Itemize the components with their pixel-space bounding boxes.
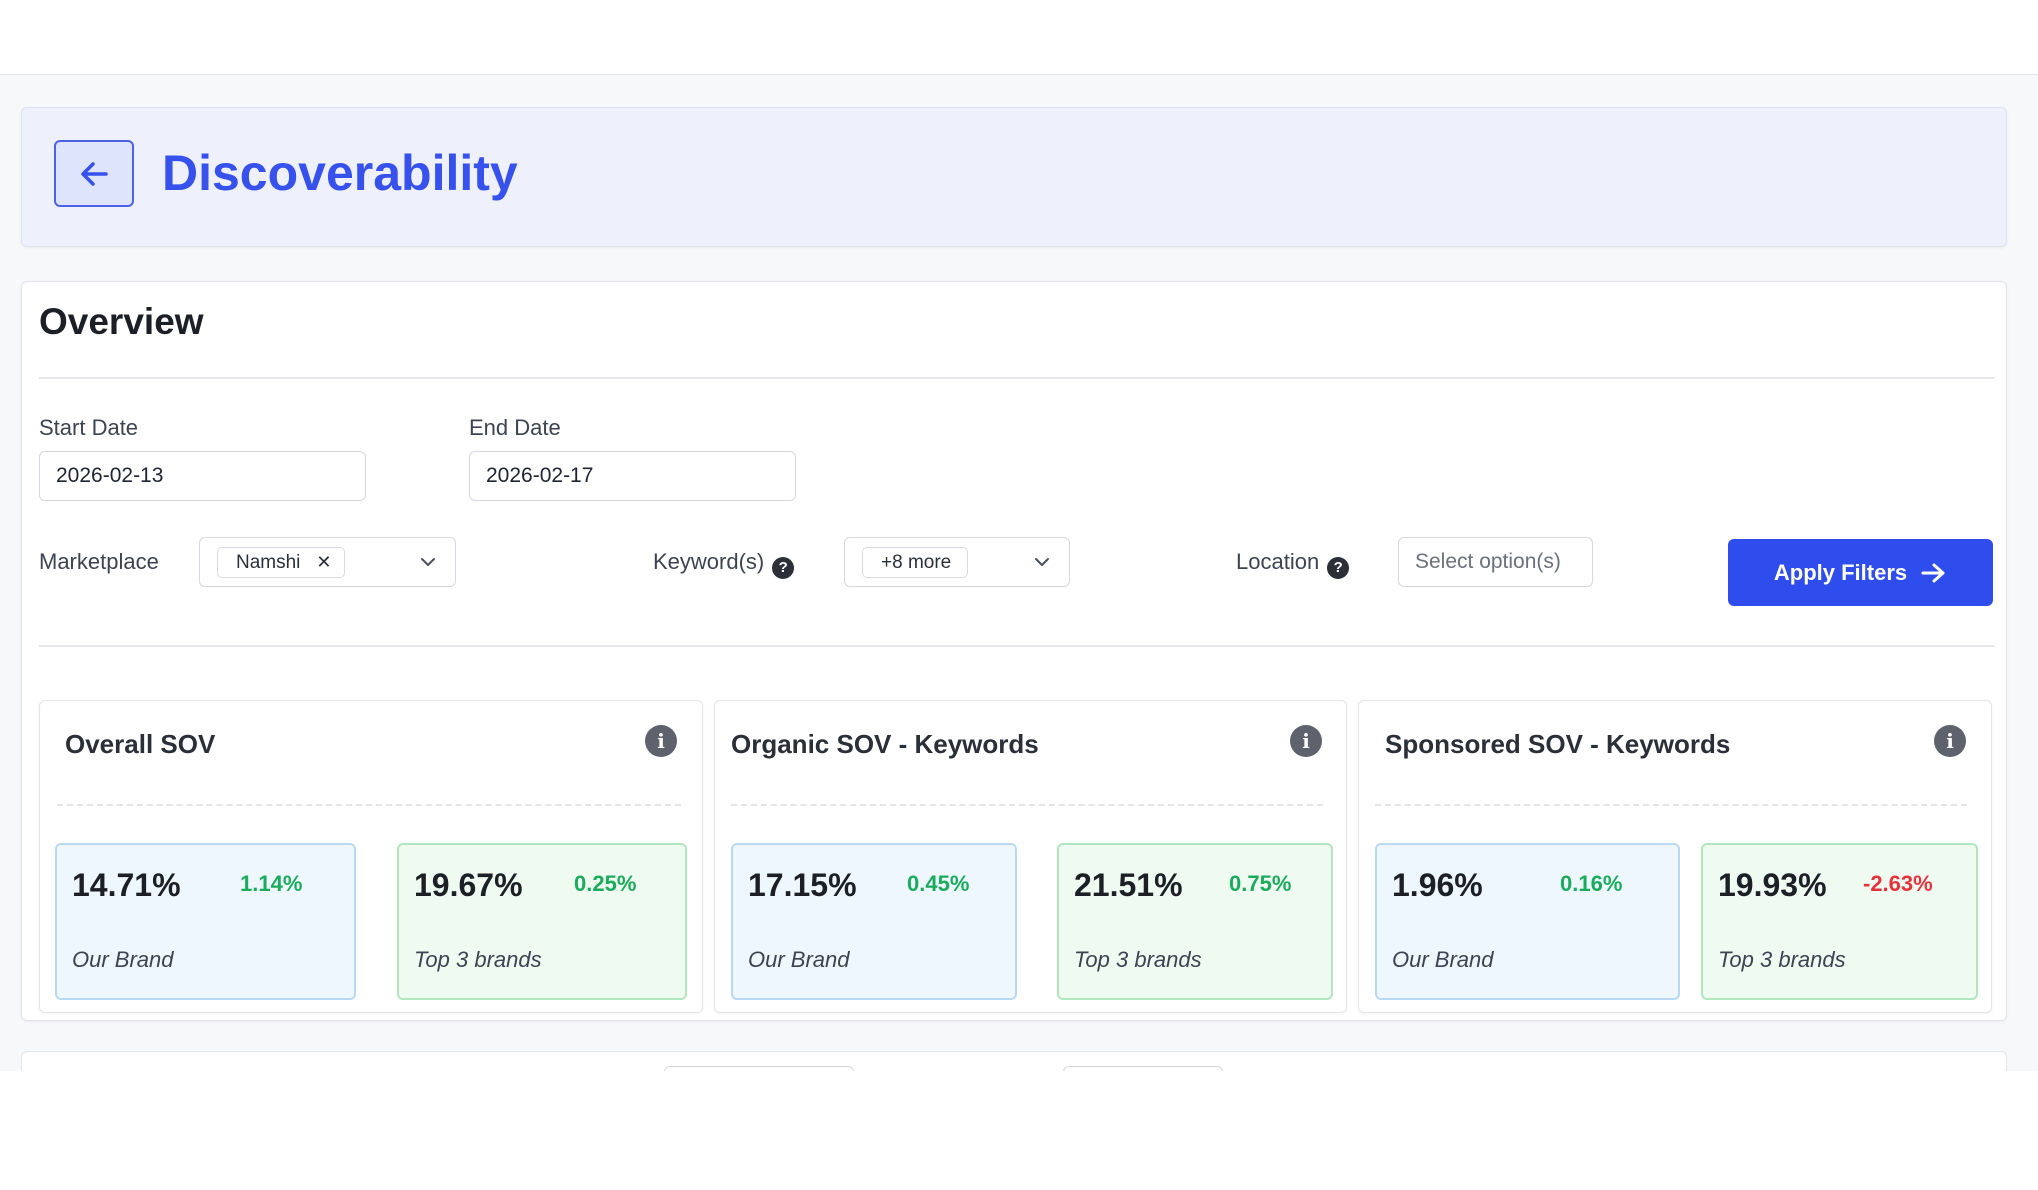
top3-brands-stat: 21.51% 0.75% Top 3 brands — [1057, 843, 1333, 1000]
our-brand-stat: 17.15% 0.45% Our Brand — [731, 843, 1017, 1000]
overall-sov-card: Overall SOV i 14.71% 1.14% Our Brand 19.… — [39, 700, 703, 1013]
keywords-chip-label: +8 more — [881, 551, 952, 573]
filters-divider — [39, 645, 1995, 647]
start-date-input[interactable] — [39, 451, 366, 501]
stat-value: 1.96% — [1392, 867, 1483, 903]
question-circle-icon[interactable]: ? — [772, 557, 795, 579]
marketplace-label: Marketplace — [39, 549, 159, 574]
next-section-card — [21, 1051, 2007, 1071]
top3-brands-stat: 19.67% 0.25% Top 3 brands — [397, 843, 687, 1000]
footer-blank — [0, 1071, 2038, 1190]
location-select[interactable]: Select option(s) — [1398, 537, 1593, 587]
arrow-right-icon — [1921, 563, 1945, 582]
top3-brands-stat: 19.93% -2.63% Top 3 brands — [1701, 843, 1978, 1000]
metric-card-title: Overall SOV — [65, 729, 216, 759]
marketplace-chip-label: Namshi — [236, 551, 301, 573]
stat-value: 14.71% — [72, 867, 181, 903]
end-date-input[interactable] — [469, 451, 796, 501]
page-title: Discoverability — [162, 145, 518, 201]
stat-value: 17.15% — [748, 867, 857, 903]
metric-card-title: Organic SOV - Keywords — [731, 729, 1039, 759]
arrow-left-icon — [81, 161, 108, 186]
back-button[interactable] — [54, 140, 134, 207]
marketplace-chip: Namshi ✕ — [217, 547, 345, 578]
stat-label: Top 3 brands — [1718, 947, 1846, 972]
overview-card: Overview Start Date End Date Marketplace… — [21, 281, 2007, 1021]
card-divider — [57, 804, 681, 806]
end-date-label: End Date — [469, 415, 561, 440]
stat-value: 19.93% — [1718, 867, 1827, 903]
our-brand-stat: 14.71% 1.14% Our Brand — [55, 843, 356, 1000]
apply-filters-button[interactable]: Apply Filters — [1728, 539, 1993, 606]
apply-filters-label: Apply Filters — [1773, 559, 1908, 585]
sponsored-sov-card: Sponsored SOV - Keywords i 1.96% 0.16% O… — [1358, 700, 1992, 1013]
top-bar — [0, 0, 2038, 75]
location-label: Location? — [1236, 548, 1350, 579]
stat-change: 1.14% — [240, 871, 303, 896]
overview-title: Overview — [39, 301, 204, 342]
page-header: Discoverability — [21, 107, 2007, 247]
start-date-label: Start Date — [39, 415, 139, 440]
overview-divider — [39, 377, 1995, 379]
marketplace-select[interactable]: Namshi ✕ — [199, 537, 456, 587]
keywords-select[interactable]: +8 more — [844, 537, 1070, 587]
location-placeholder: Select option(s) — [1415, 550, 1561, 573]
stat-label: Top 3 brands — [414, 947, 542, 972]
stat-change: 0.75% — [1229, 871, 1292, 896]
metric-card-title: Sponsored SOV - Keywords — [1385, 729, 1731, 759]
organic-sov-card: Organic SOV - Keywords i 17.15% 0.45% Ou… — [714, 700, 1347, 1013]
close-icon[interactable]: ✕ — [316, 552, 332, 572]
stat-label: Our Brand — [1392, 947, 1494, 972]
stat-label: Our Brand — [748, 947, 850, 972]
our-brand-stat: 1.96% 0.16% Our Brand — [1375, 843, 1680, 1000]
card-divider — [1375, 804, 1967, 806]
card-divider — [731, 804, 1323, 806]
location-label-text: Location — [1236, 549, 1320, 574]
chevron-down-icon — [421, 558, 435, 566]
keywords-chip: +8 more — [862, 547, 969, 578]
page-canvas: Discoverability Overview Start Date End … — [0, 75, 2038, 1071]
stat-value: 21.51% — [1074, 867, 1183, 903]
stat-change: 0.45% — [907, 871, 970, 896]
stat-change: 0.25% — [574, 871, 637, 896]
stat-label: Top 3 brands — [1074, 947, 1202, 972]
keywords-label: Keyword(s)? — [653, 548, 795, 579]
info-icon[interactable]: i — [1934, 725, 1966, 757]
info-icon[interactable]: i — [645, 725, 677, 757]
keywords-label-text: Keyword(s) — [653, 549, 765, 574]
question-circle-icon[interactable]: ? — [1327, 557, 1350, 579]
stat-change: 0.16% — [1560, 871, 1623, 896]
info-icon[interactable]: i — [1290, 725, 1322, 757]
stat-label: Our Brand — [72, 947, 174, 972]
stat-change: -2.63% — [1863, 871, 1933, 896]
stat-value: 19.67% — [414, 867, 523, 903]
chevron-down-icon — [1035, 558, 1049, 566]
